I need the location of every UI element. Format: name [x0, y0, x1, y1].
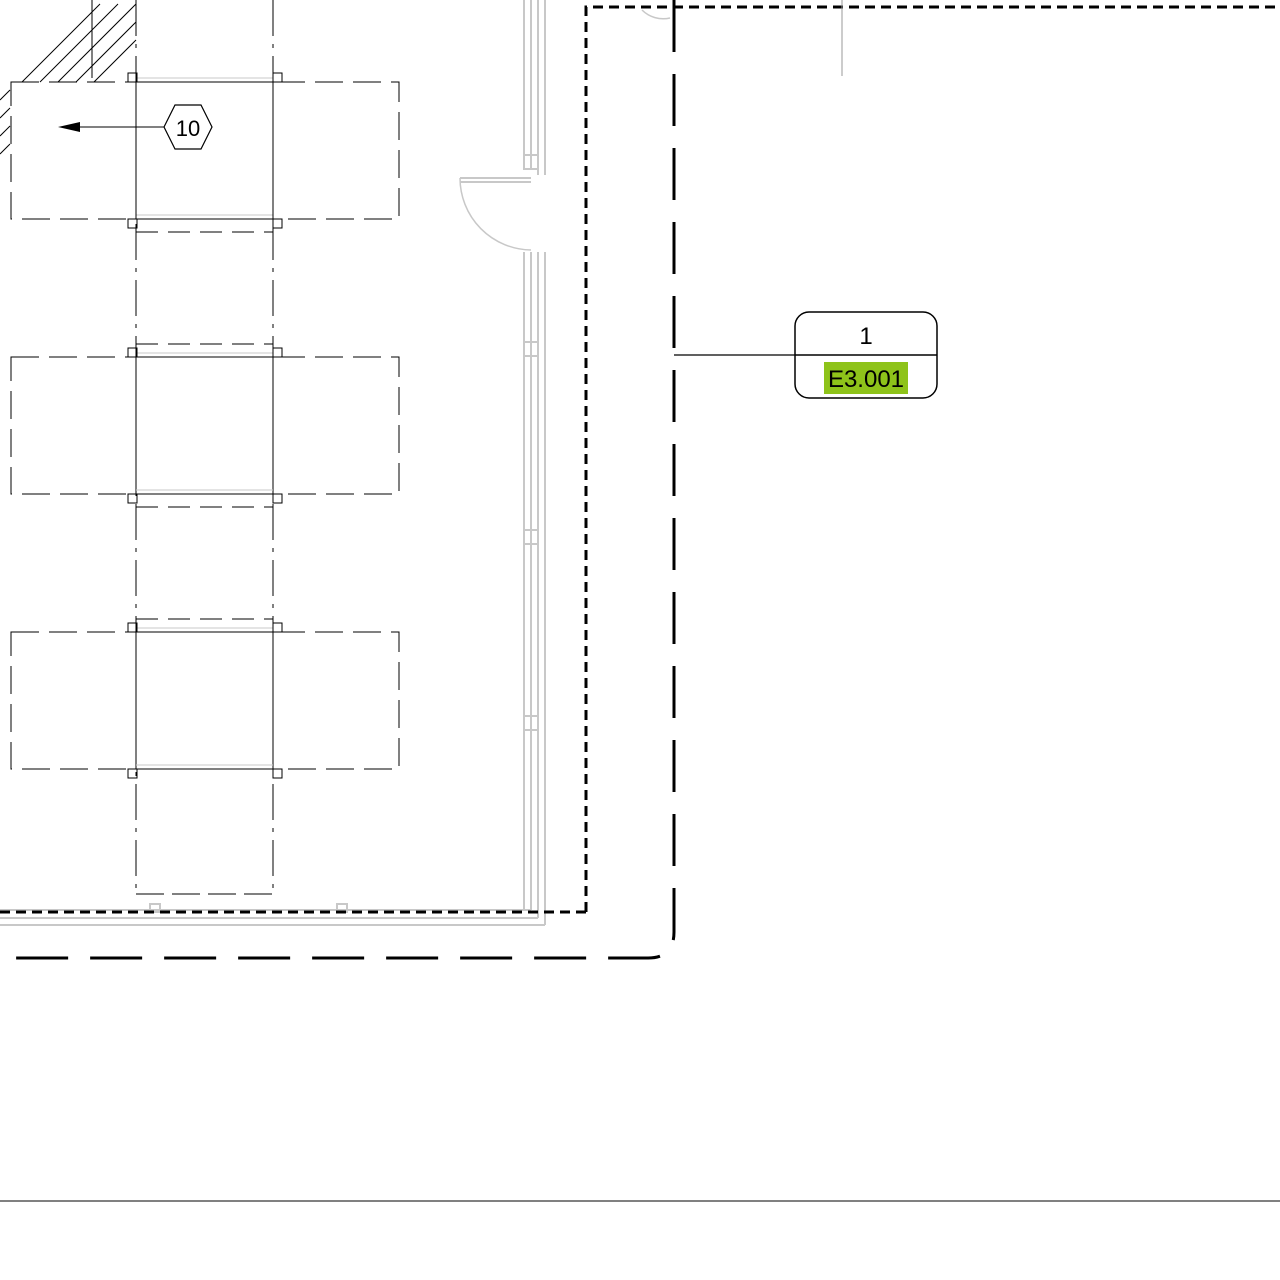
unit-foot [272, 72, 283, 83]
unit-foot [272, 622, 283, 633]
hexagon-tag-icon [163, 104, 213, 150]
unit-foot [272, 218, 283, 229]
dashed-boundary-inner [584, 5, 1280, 912]
unit-foot [272, 493, 283, 504]
keynote-number: 10 [176, 116, 200, 141]
unit-foot [272, 768, 283, 779]
unit-body [135, 81, 274, 220]
unit-body [135, 356, 274, 495]
leader-arrowhead [58, 122, 80, 132]
wall-hatch [0, 0, 137, 155]
unit-foot [127, 72, 138, 83]
callout-sheet-number[interactable]: E3.001 [828, 366, 904, 393]
unit-foot [127, 768, 138, 779]
unit-foot [272, 347, 283, 358]
callout-detail-number: 1 [859, 323, 872, 350]
section-outline [0, 0, 676, 960]
section-callout[interactable]: 1 E3.001 [674, 311, 938, 399]
unit-foot [127, 622, 138, 633]
equipment-units [10, 72, 400, 779]
unit-body [135, 631, 274, 770]
keynote-tag[interactable]: 10 [58, 104, 213, 150]
unit-foot [127, 493, 138, 504]
unit-foot [127, 347, 138, 358]
sheet-number-highlight [824, 362, 908, 394]
door-swing [459, 9, 671, 251]
unit-foot [127, 218, 138, 229]
grid-centerlines [135, 0, 274, 895]
